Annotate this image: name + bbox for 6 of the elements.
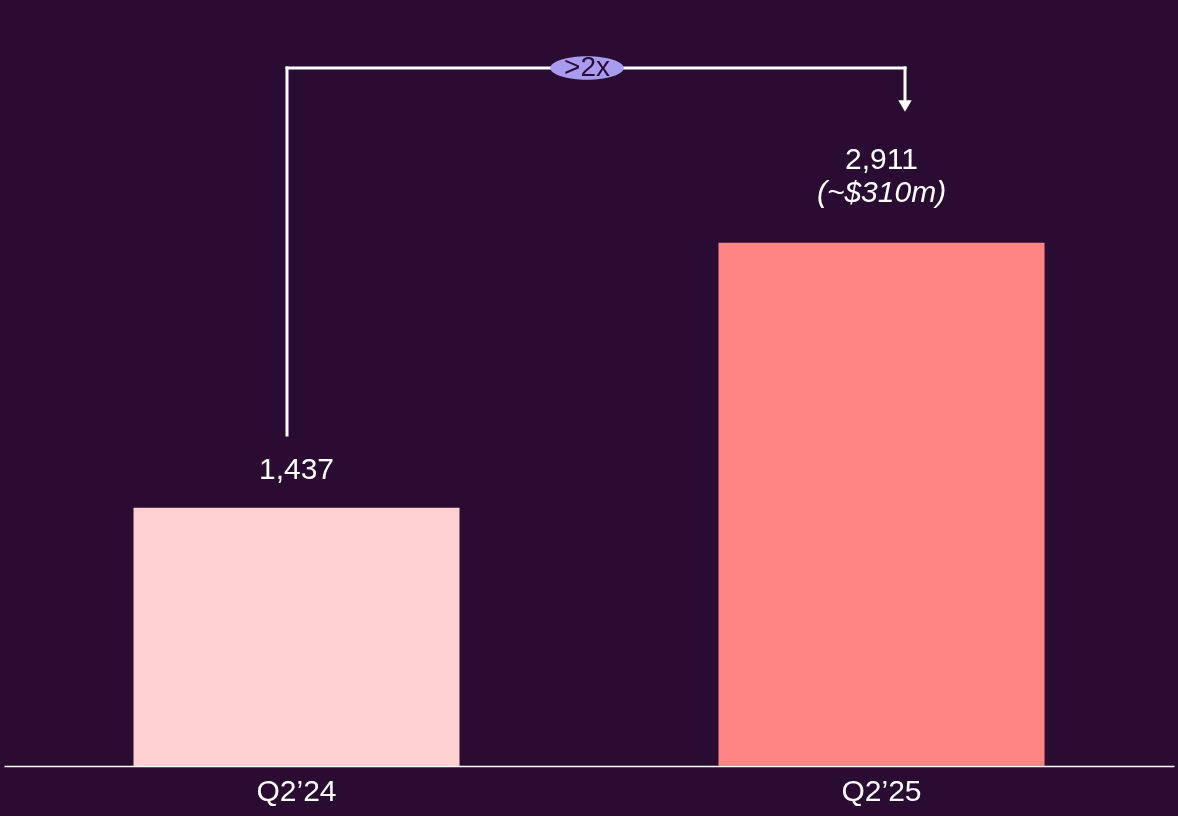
data-label: 2,911 [845, 141, 918, 175]
x-tick-label: Q2’24 [256, 773, 337, 807]
text: >2x [564, 51, 610, 82]
x-tick-label: Q2’25 [841, 773, 922, 807]
data-label: 1,437 [258, 451, 335, 485]
annotation: (~$310m) [816, 174, 947, 208]
